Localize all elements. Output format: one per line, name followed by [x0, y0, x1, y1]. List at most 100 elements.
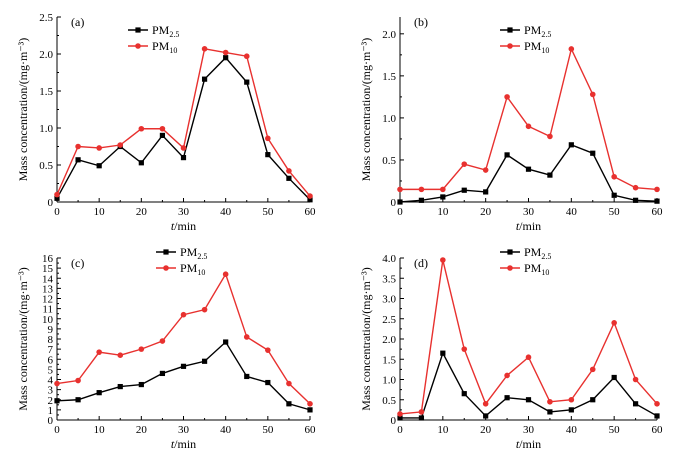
pm10-marker	[117, 142, 124, 148]
pm25-marker	[244, 373, 250, 380]
pm10-marker	[461, 346, 468, 352]
y-tick-label: 15	[42, 263, 54, 275]
pm10-marker	[568, 46, 575, 52]
x-tick-label: 10	[94, 424, 106, 436]
pm25-marker	[611, 374, 617, 381]
legend-pm25-marker	[507, 249, 513, 255]
x-tick-label: 40	[220, 206, 232, 218]
pm25-marker	[286, 401, 292, 407]
pm25-marker	[307, 407, 313, 413]
pm10-marker	[159, 125, 166, 132]
pm10-marker	[589, 91, 596, 98]
pm10-marker	[265, 135, 271, 142]
legend-pm10-label: PM10	[180, 261, 205, 277]
pm25-marker	[244, 79, 250, 85]
legend-label-main: PM	[180, 261, 198, 275]
pm10-marker	[418, 409, 425, 415]
pm10-marker	[525, 354, 532, 361]
x-tick-label: 30	[523, 424, 535, 436]
pm25-marker	[138, 160, 144, 166]
y-tick-label: 0	[391, 415, 397, 427]
pm10-marker	[611, 173, 617, 180]
legend-pm25-marker	[135, 27, 141, 33]
pm25-marker	[547, 172, 553, 178]
pm25-marker	[568, 407, 574, 413]
pm10-marker	[96, 349, 102, 355]
pm10-marker	[159, 338, 166, 344]
x-tick-label: 50	[262, 424, 274, 436]
x-tick-label: 40	[566, 424, 578, 436]
pm10-marker	[180, 311, 187, 318]
y-tick-label: 0	[48, 415, 54, 427]
pm25-marker	[223, 339, 229, 345]
pm25-marker	[504, 395, 510, 401]
pm10-marker	[504, 372, 510, 379]
pm10-marker	[138, 346, 145, 352]
pm25-marker	[286, 175, 292, 181]
legend-pm10-marker	[163, 265, 169, 271]
x-tick-label: 20	[480, 206, 492, 218]
y-tick-label: 0.5	[382, 155, 396, 167]
pm10-marker	[547, 398, 553, 405]
x-axis-title: t/min	[516, 219, 541, 233]
x-tick-label: 60	[305, 206, 317, 218]
panel-label: (c)	[71, 256, 84, 270]
pm10-marker	[461, 161, 468, 167]
y-tick-label: 1.0	[382, 375, 396, 387]
legend-pm10-label: PM10	[152, 39, 177, 55]
y-tick-label: 2.0	[382, 29, 396, 41]
legend-label-main: PM	[524, 245, 542, 259]
y-tick-label: 5	[48, 364, 54, 376]
panel-label: (d)	[414, 256, 428, 270]
x-tick-label: 60	[652, 206, 664, 218]
x-tick-label: 60	[305, 424, 317, 436]
x-tick-label: 50	[262, 206, 274, 218]
legend-pm25-marker	[163, 249, 169, 255]
pm10-marker	[75, 143, 81, 150]
legend-pm10-marker	[507, 43, 513, 49]
pm25-marker	[54, 398, 60, 404]
x-tick-label: 60	[652, 424, 664, 436]
x-tick-label: 20	[480, 424, 492, 436]
legend-label-subscript: 2.5	[541, 30, 551, 39]
pm25-marker	[590, 150, 596, 156]
x-tick-label: 30	[178, 424, 190, 436]
pm10-marker	[482, 167, 489, 173]
x-tick-label: 10	[437, 424, 449, 436]
pm10-marker	[201, 46, 208, 52]
x-axis-unit: /min	[174, 219, 196, 233]
pm25-marker	[54, 195, 60, 201]
y-tick-label: 11	[42, 304, 53, 316]
y-tick-label: 2.0	[39, 49, 53, 61]
pm10-marker	[307, 401, 313, 407]
chart-panel: 0 10 20 30 40 50 60 0 0.5 1.0 1.5 2.0 t/min Mass conc…	[359, 15, 663, 233]
panel-label: (b)	[414, 15, 428, 29]
legend-label-main: PM	[524, 261, 542, 275]
pm10-marker	[654, 186, 660, 193]
y-tick-label: 1.5	[382, 71, 396, 83]
x-axis-unit: /min	[519, 437, 541, 451]
pm25-marker	[632, 197, 639, 203]
y-tick-label: 6	[48, 354, 54, 366]
y-tick-label: 13	[42, 283, 54, 295]
x-tick-label: 0	[397, 424, 403, 436]
y-tick-label: 2.5	[382, 314, 396, 326]
chart-panel: 0 10 20 30 40 50 60 0 0.5 1.0 1.5 2.0 2.5 3.0 3.5 4.0 t/…	[359, 245, 663, 451]
pm25-marker	[96, 390, 102, 396]
y-tick-label: 12	[42, 294, 53, 306]
pm25-marker	[418, 415, 425, 421]
y-tick-label: 2	[48, 395, 54, 407]
pm10-marker	[222, 49, 229, 56]
y-tick-label: 2.5	[39, 12, 53, 24]
pm25-marker	[611, 192, 617, 198]
x-axis-title: t/min	[516, 437, 541, 451]
pm10-marker	[632, 184, 639, 191]
x-tick-label: 50	[609, 424, 621, 436]
y-tick-label: 3.0	[382, 294, 396, 306]
y-tick-label: 0.5	[39, 160, 53, 172]
x-axis-variable: t	[171, 437, 175, 451]
pm10-marker	[611, 320, 617, 326]
legend-label-subscript: 10	[197, 268, 205, 277]
pm10-marker	[525, 123, 532, 130]
panel-label: (a)	[71, 15, 84, 29]
